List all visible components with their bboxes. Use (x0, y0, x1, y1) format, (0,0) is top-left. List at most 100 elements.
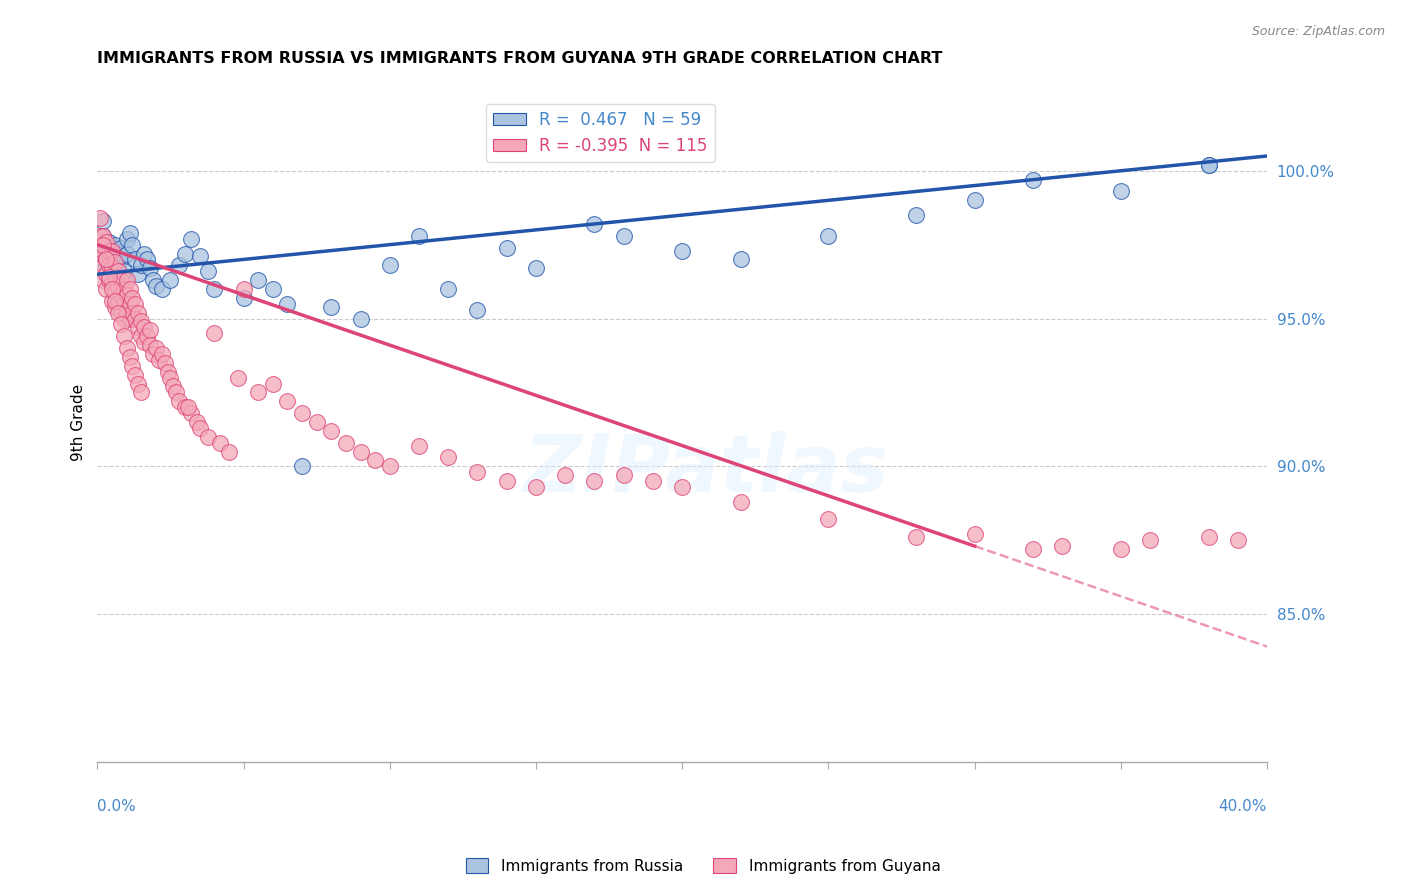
Point (134, 335, 156, 350)
Point (180, 232, 202, 246)
Point (145, 279, 167, 293)
Point (124, 252, 146, 267)
Point (467, 465, 489, 479)
Point (104, 252, 127, 267)
Point (177, 400, 200, 414)
Point (121, 237, 143, 252)
Point (262, 282, 284, 296)
Point (1022, 172, 1045, 186)
Point (276, 394, 298, 409)
Point (1139, 533, 1161, 548)
Point (232, 291, 254, 305)
Point (94, 282, 117, 296)
Point (101, 255, 124, 269)
Point (186, 415, 208, 429)
Point (291, 406, 314, 420)
Point (276, 297, 298, 311)
Point (107, 246, 129, 260)
Point (112, 264, 135, 278)
Point (671, 244, 693, 258)
Point (583, 217, 606, 231)
Point (110, 273, 132, 287)
Point (437, 282, 460, 296)
Point (89, 211, 111, 225)
Point (112, 250, 135, 264)
Point (91, 214, 114, 228)
Point (145, 341, 167, 355)
Point (129, 258, 152, 272)
Point (641, 474, 664, 488)
Point (118, 350, 141, 364)
Point (408, 228, 430, 243)
Point (107, 279, 129, 293)
Point (963, 527, 986, 541)
Point (524, 261, 547, 276)
Point (94, 246, 117, 260)
Point (139, 261, 162, 276)
Point (159, 370, 181, 384)
Point (349, 311, 371, 326)
Text: ZIPatlas: ZIPatlas (523, 431, 889, 508)
Point (98, 244, 121, 258)
Point (139, 338, 162, 352)
Point (129, 385, 152, 400)
Point (110, 241, 132, 255)
Point (104, 285, 127, 299)
Point (262, 376, 284, 391)
Point (107, 293, 129, 308)
Point (94, 252, 117, 267)
Point (91, 228, 114, 243)
Point (188, 421, 211, 435)
Point (583, 474, 606, 488)
Point (153, 356, 176, 370)
Point (165, 385, 187, 400)
Point (118, 226, 141, 240)
Point (127, 376, 149, 391)
Point (94, 235, 117, 249)
Y-axis label: 9th Grade: 9th Grade (72, 384, 86, 460)
Point (94, 252, 117, 267)
Point (115, 341, 138, 355)
Point (730, 494, 752, 508)
Point (905, 530, 928, 544)
Point (378, 459, 401, 474)
Point (188, 250, 211, 264)
Point (291, 459, 314, 474)
Point (554, 468, 576, 483)
Point (613, 228, 636, 243)
Point (817, 512, 839, 526)
Point (98, 235, 121, 249)
Point (101, 282, 124, 296)
Point (437, 450, 460, 465)
Point (91, 244, 114, 258)
Point (110, 305, 132, 319)
Point (104, 255, 127, 269)
Point (124, 311, 146, 326)
Point (378, 258, 401, 272)
Legend: Immigrants from Russia, Immigrants from Guyana: Immigrants from Russia, Immigrants from … (460, 852, 946, 880)
Point (110, 318, 132, 332)
Point (1109, 185, 1132, 199)
Point (148, 352, 170, 367)
Point (218, 444, 240, 458)
Point (1226, 533, 1249, 548)
Text: IMMIGRANTS FROM RUSSIA VS IMMIGRANTS FROM GUYANA 9TH GRADE CORRELATION CHART: IMMIGRANTS FROM RUSSIA VS IMMIGRANTS FRO… (97, 51, 943, 66)
Point (162, 379, 184, 393)
Point (159, 273, 181, 287)
Point (91, 258, 114, 272)
Point (1109, 541, 1132, 556)
Point (112, 297, 135, 311)
Point (104, 270, 127, 285)
Text: 40.0%: 40.0% (1219, 799, 1267, 814)
Point (963, 194, 986, 208)
Point (174, 246, 197, 260)
Legend: R =  0.467   N = 59, R = -0.395  N = 115: R = 0.467 N = 59, R = -0.395 N = 115 (486, 104, 714, 161)
Point (101, 241, 124, 255)
Point (101, 276, 124, 290)
Point (136, 252, 159, 267)
Point (121, 359, 143, 373)
Point (134, 246, 156, 260)
Point (142, 273, 165, 287)
Point (209, 435, 232, 450)
Point (101, 293, 124, 308)
